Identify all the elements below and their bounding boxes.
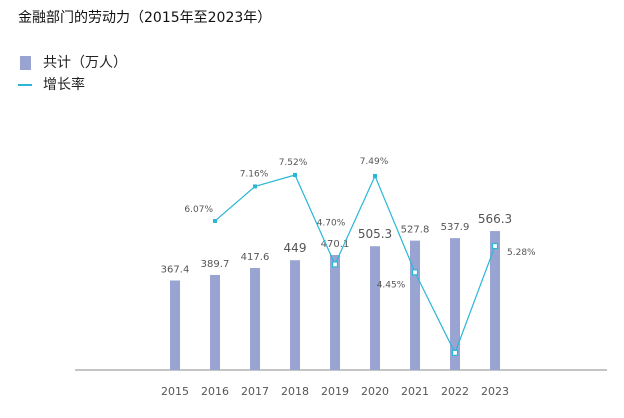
bar [450,238,460,370]
bar [290,260,300,370]
legend-line-swatch [18,84,32,86]
growth-rate-point [331,261,339,268]
bar-value-label: 537.9 [441,222,470,233]
bar-value-label: 505.3 [358,227,392,241]
legend-line-label: 增长率 [43,77,85,93]
legend-bar-swatch [20,56,31,70]
bar-value-label: 527.8 [401,225,430,236]
x-tick-label: 2021 [401,385,429,398]
chart-title: 金融部门的劳动力（2015年至2023年） [18,10,272,26]
growth-rate-label: 7.52% [279,158,308,168]
x-tick-label: 2017 [241,385,269,398]
bar [250,268,260,370]
growth-rate-line [214,174,496,355]
x-tick-label: 2022 [441,385,469,398]
legend-item-bar: 共计（万人） [18,52,127,74]
bar-value-label: 449 [284,241,307,255]
growth-rate-point [451,349,459,356]
x-tick-label: 2018 [281,385,309,398]
x-tick-label: 2015 [161,385,189,398]
growth-rate-label: 7.16% [240,169,269,179]
bar [410,240,420,370]
growth-rate-label: 4.45% [377,280,406,290]
bar [370,246,380,370]
growth-rate-label: 7.49% [360,157,389,167]
growth-rate-label: 4.70% [317,218,346,228]
bar-value-label: 470.1 [321,239,350,250]
growth-rate-point [411,269,419,276]
bar-value-label: 566.3 [478,212,512,226]
bar [490,231,500,370]
x-tick-label: 2016 [201,385,229,398]
growth-rate-point [293,173,297,178]
x-tick-label: 2020 [361,385,389,398]
x-tick-label: 2019 [321,385,349,398]
growth-rate-point [373,173,377,178]
bar-value-label: 367.4 [161,265,190,276]
growth-rate-point [253,184,257,189]
bar [210,274,220,370]
growth-rate-point [213,218,217,223]
growth-rate-point [491,242,499,250]
bar-value-label: 417.6 [241,252,270,263]
legend: 共计（万人） 增长率 [18,52,127,96]
growth-rate-label: 5.28% [507,248,536,258]
legend-bar-label: 共计（万人） [43,55,127,71]
x-tick-label: 2023 [481,385,509,398]
legend-item-line: 增长率 [18,74,127,96]
bar [170,280,180,370]
bar-value-label: 389.7 [201,259,230,270]
growth-rate-label: 6.07% [184,205,213,215]
bar [330,254,340,370]
